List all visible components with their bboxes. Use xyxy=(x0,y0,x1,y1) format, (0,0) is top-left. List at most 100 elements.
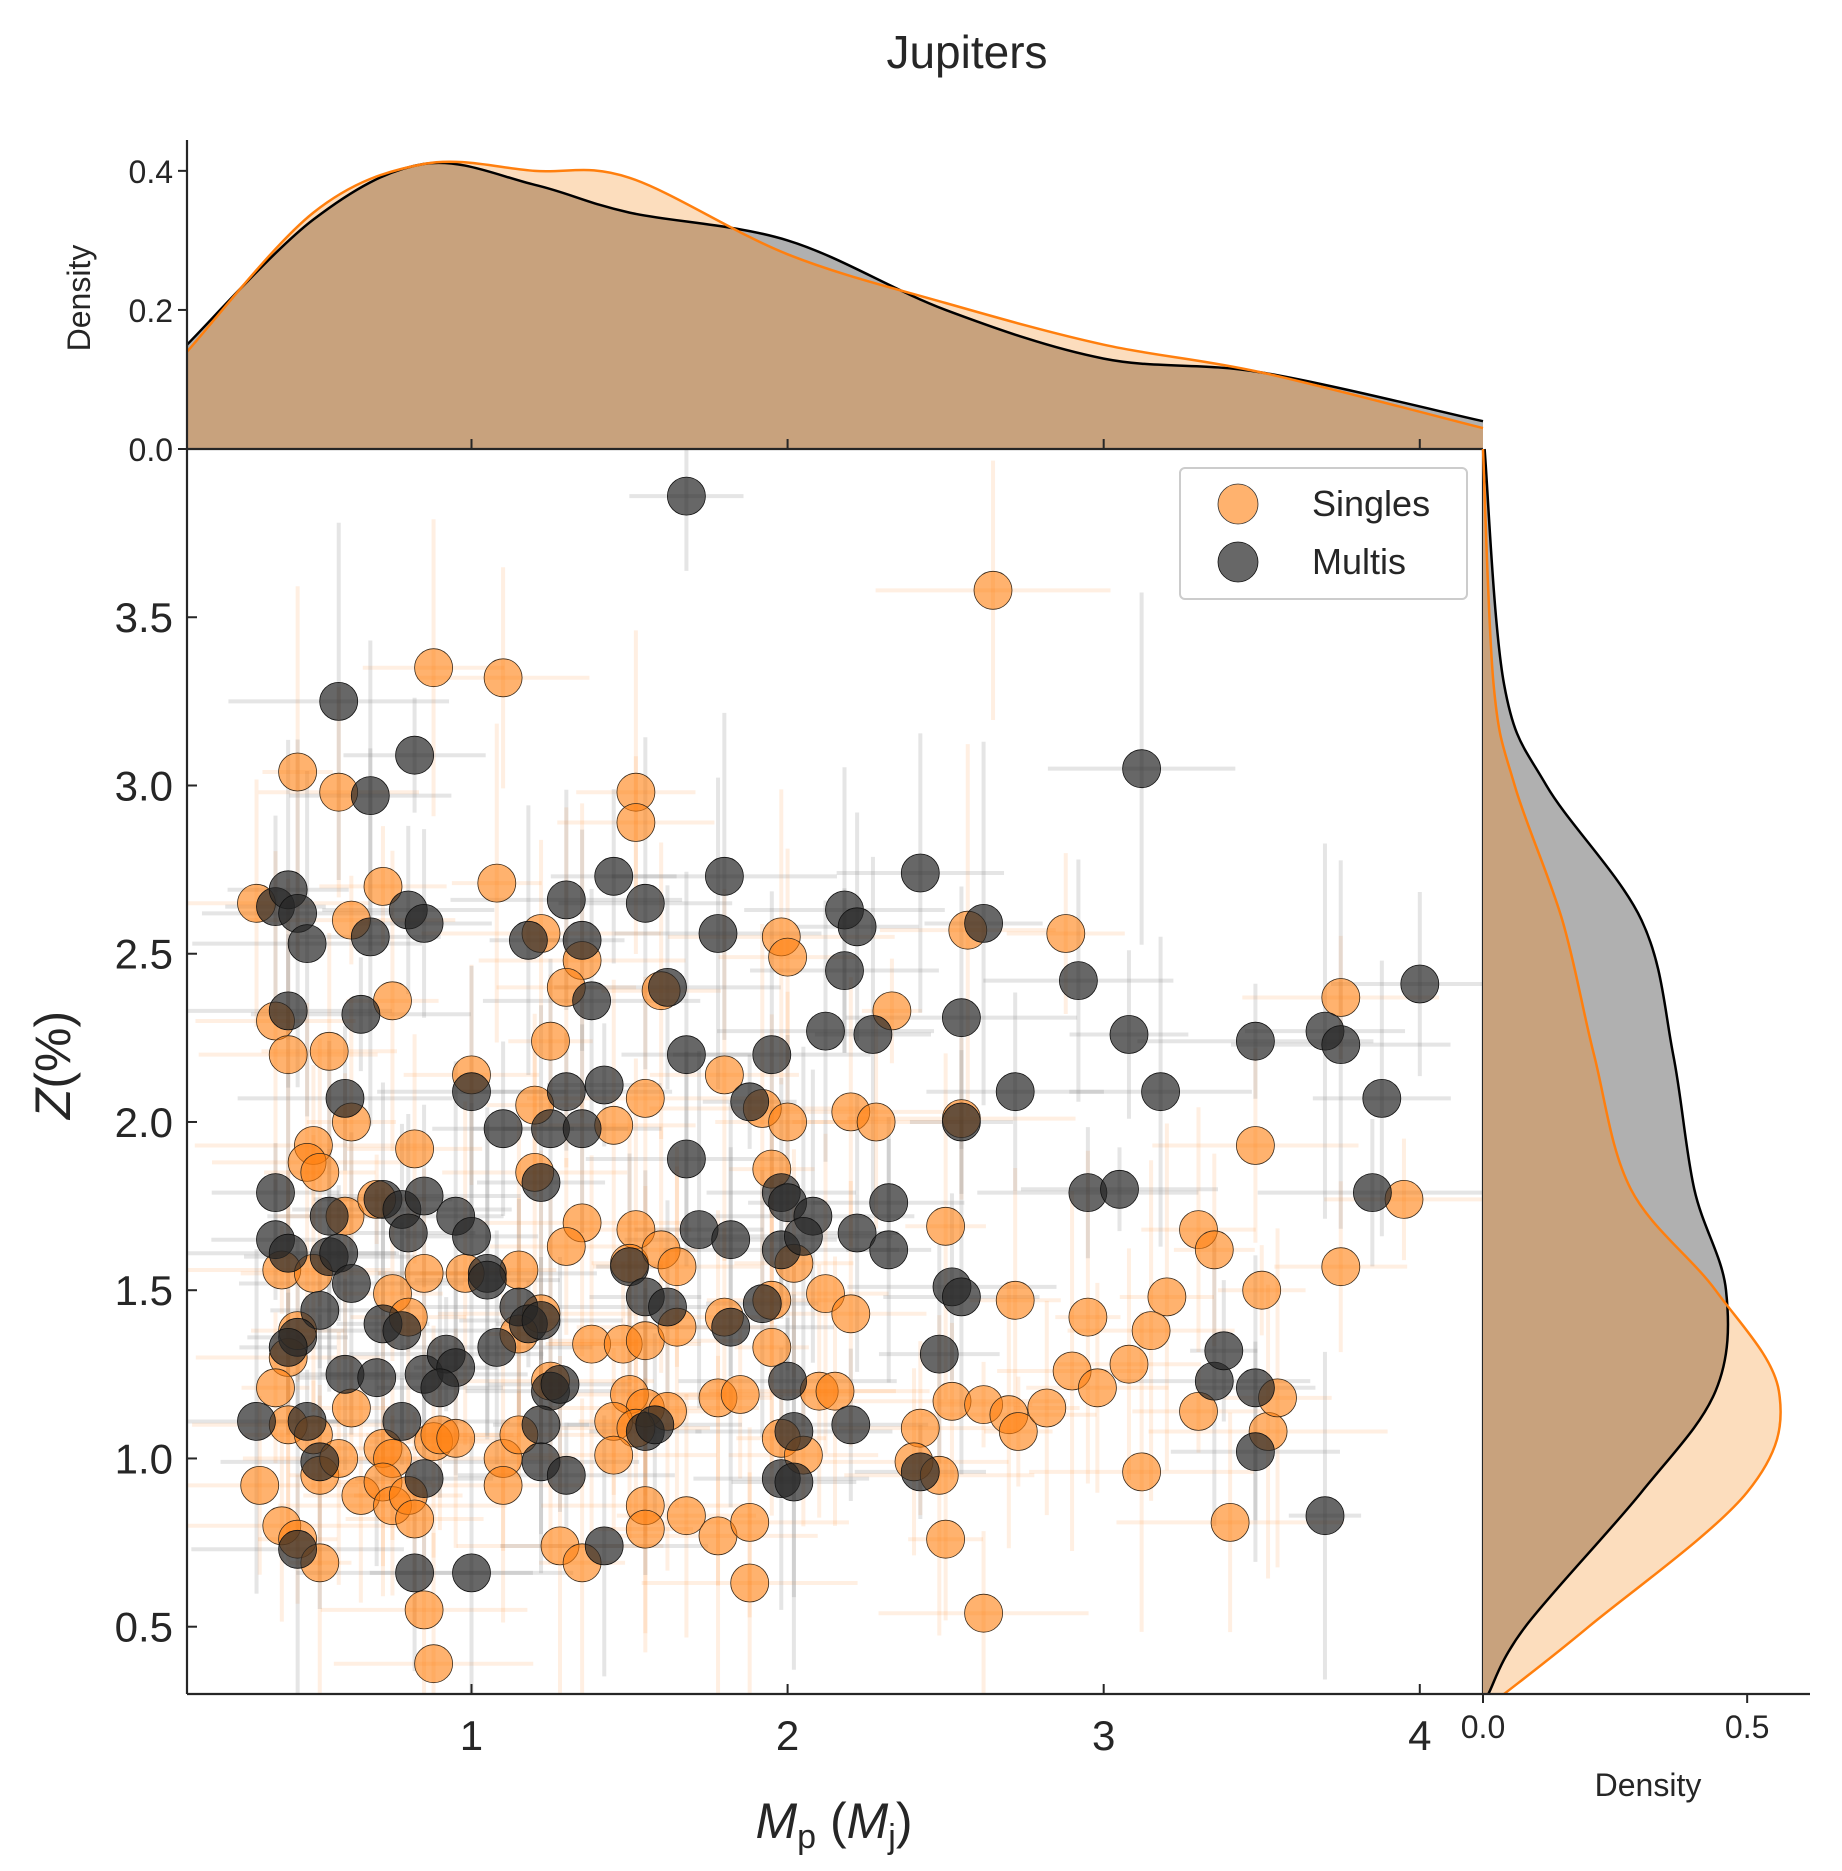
point-multi xyxy=(350,776,390,815)
right-kde-curves xyxy=(1481,448,1782,1695)
point-single xyxy=(1046,914,1086,953)
point-single xyxy=(720,1375,760,1414)
point-single xyxy=(395,1129,435,1169)
point-multi xyxy=(268,1328,308,1367)
point-multi xyxy=(869,1183,909,1223)
point-multi xyxy=(625,883,665,923)
point-multi xyxy=(869,1230,909,1270)
point-multi xyxy=(1109,1015,1149,1054)
point-single xyxy=(404,1590,444,1630)
point-multi xyxy=(382,1402,422,1441)
point-single xyxy=(414,1644,454,1684)
point-multi xyxy=(546,880,586,920)
point-single xyxy=(926,1519,965,1559)
point-multi xyxy=(546,1072,586,1112)
point-multi xyxy=(395,735,435,775)
point-single xyxy=(477,863,517,903)
point-multi xyxy=(667,476,706,516)
right-marginal-axis: 0.0 0.5 xyxy=(1461,1692,1810,1745)
point-single xyxy=(998,1412,1038,1451)
point-multi xyxy=(784,1217,823,1256)
point-multi xyxy=(521,1405,561,1445)
point-multi xyxy=(705,856,744,896)
y-axis-label-rest: (%) xyxy=(25,1011,81,1089)
x-tick-label: 1 xyxy=(460,1712,483,1759)
point-single xyxy=(815,1371,855,1411)
point-multi xyxy=(806,1011,845,1051)
point-single xyxy=(1384,1180,1424,1219)
point-multi xyxy=(300,1442,340,1482)
point-single xyxy=(268,1035,308,1075)
x-axis-label: Mp (Mj) xyxy=(756,1793,913,1856)
point-multi xyxy=(1305,1496,1345,1536)
y-tick-label: 3.5 xyxy=(115,594,173,641)
point-multi xyxy=(319,682,359,721)
y-tick-label: 2.5 xyxy=(115,931,173,978)
point-single xyxy=(616,803,656,842)
top-marginal-tick-label: 0.4 xyxy=(129,154,173,190)
point-multi xyxy=(648,1287,687,1327)
point-single xyxy=(278,752,318,792)
right-marginal-tick-label: 0.0 xyxy=(1461,1709,1505,1745)
point-multi xyxy=(562,1109,602,1149)
top-kde-curves xyxy=(186,160,1484,449)
point-multi xyxy=(404,904,444,943)
point-multi xyxy=(1100,1169,1139,1209)
point-multi xyxy=(388,1213,428,1253)
main-plot: 1 2 3 4 0.5 1.0 1.5 2.0 2.5 3.0 3.5 xyxy=(115,439,1493,1759)
point-single xyxy=(900,1408,940,1448)
point-multi xyxy=(546,1455,586,1495)
point-multi xyxy=(521,1301,561,1340)
point-multi xyxy=(287,924,327,963)
top-kde-singles-line xyxy=(186,160,1484,430)
point-multi xyxy=(774,1462,814,1502)
point-multi xyxy=(594,856,634,896)
point-multi xyxy=(540,1365,580,1404)
point-multi xyxy=(467,1260,507,1300)
point-multi xyxy=(711,1307,751,1347)
point-single xyxy=(768,1102,807,1142)
y-tick-label: 2.0 xyxy=(115,1099,173,1146)
point-multi xyxy=(325,1079,365,1118)
point-multi xyxy=(452,1553,491,1593)
point-multi xyxy=(287,1402,327,1441)
point-single xyxy=(1078,1368,1117,1408)
point-multi xyxy=(572,981,611,1021)
point-multi xyxy=(584,1526,624,1566)
x-axis-label-close: ) xyxy=(896,1793,913,1849)
point-single xyxy=(1242,1270,1282,1310)
legend-label-multis: Multis xyxy=(1312,541,1406,582)
point-single xyxy=(657,1247,697,1287)
point-multi xyxy=(237,1402,276,1441)
point-multi xyxy=(995,1072,1035,1112)
top-marginal-ylabel: Density xyxy=(61,245,97,352)
point-multi xyxy=(331,1264,371,1303)
point-multi xyxy=(1321,1025,1361,1064)
point-multi xyxy=(1353,1173,1392,1212)
point-multi xyxy=(452,1217,491,1256)
point-multi xyxy=(404,1176,444,1216)
point-single xyxy=(730,1503,770,1542)
point-single xyxy=(594,1435,634,1475)
point-multi xyxy=(1236,1432,1275,1472)
point-single xyxy=(256,1368,295,1408)
point-single xyxy=(705,1055,744,1095)
point-single xyxy=(995,1280,1035,1320)
point-single xyxy=(1179,1392,1218,1431)
point-single xyxy=(240,1466,280,1505)
point-multi xyxy=(521,1163,561,1202)
point-single xyxy=(363,867,403,906)
point-multi xyxy=(584,1065,624,1105)
point-multi xyxy=(648,968,687,1007)
point-single xyxy=(395,1499,435,1539)
point-multi xyxy=(350,917,390,957)
point-multi xyxy=(667,1139,706,1179)
point-multi xyxy=(509,920,548,960)
point-single xyxy=(546,1227,586,1266)
point-multi xyxy=(452,1072,491,1112)
point-multi xyxy=(278,1529,318,1569)
point-multi xyxy=(837,1213,877,1253)
y-tick-label: 1.5 xyxy=(115,1267,173,1314)
point-multi xyxy=(825,951,864,990)
point-multi xyxy=(635,1405,675,1445)
